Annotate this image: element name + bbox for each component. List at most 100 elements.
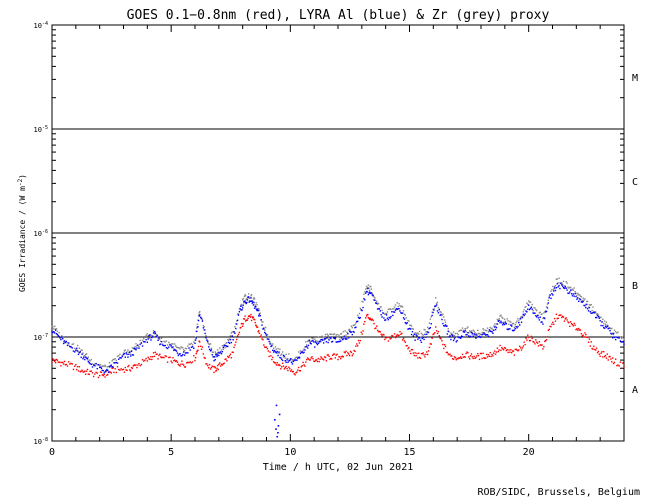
data-point [178, 347, 180, 349]
data-point [126, 369, 128, 372]
data-point [198, 340, 200, 342]
data-point [514, 327, 516, 330]
x-tick-label: 15 [403, 447, 415, 458]
data-point [494, 323, 496, 325]
data-point [522, 313, 525, 316]
data-point [428, 322, 431, 324]
data-point [510, 349, 512, 351]
data-point [392, 308, 394, 310]
data-point [320, 341, 322, 343]
data-point [162, 343, 164, 345]
data-point [349, 350, 352, 353]
data-point [59, 336, 61, 339]
data-point [179, 365, 181, 367]
data-point [612, 332, 615, 335]
data-point [227, 345, 229, 348]
data-point [566, 289, 568, 291]
data-point [316, 343, 319, 346]
data-point [174, 359, 176, 361]
data-point [190, 362, 193, 364]
data-point [265, 334, 268, 336]
data-point [217, 352, 219, 354]
data-point [160, 356, 163, 359]
data-point [199, 345, 202, 347]
data-point [390, 337, 392, 340]
data-point [311, 340, 313, 342]
data-point [237, 333, 240, 336]
data-point [593, 311, 595, 313]
data-point [160, 340, 162, 343]
data-point [468, 336, 471, 338]
data-point [396, 302, 398, 304]
data-point [434, 331, 436, 334]
data-point [73, 347, 76, 350]
data-point [71, 363, 73, 365]
data-point [509, 320, 511, 323]
data-point [599, 316, 601, 319]
data-point [291, 363, 294, 365]
data-point [585, 333, 587, 336]
data-point [283, 368, 286, 370]
data-point [171, 361, 173, 364]
data-point [462, 356, 465, 358]
data-point [124, 349, 126, 351]
data-point [419, 339, 422, 342]
data-point [205, 337, 207, 339]
data-point [460, 329, 463, 332]
data-point [141, 345, 144, 347]
data-point [114, 358, 116, 360]
data-point [618, 337, 620, 339]
data-point [499, 321, 501, 324]
y-axis-label-close: ) [18, 174, 27, 179]
data-point [446, 333, 449, 335]
data-point [269, 351, 271, 353]
y-axis-ticks: 10-810-710-610-510-4 [34, 21, 624, 446]
data-point [355, 345, 357, 347]
data-point [340, 356, 343, 358]
data-point [71, 343, 73, 346]
data-point [512, 322, 515, 325]
data-point [448, 331, 450, 333]
data-point [96, 364, 98, 366]
data-point [462, 331, 465, 333]
data-point [285, 353, 287, 356]
data-point [622, 341, 624, 343]
data-point [174, 349, 177, 351]
data-point [587, 341, 590, 343]
data-point [562, 280, 565, 283]
data-point [428, 346, 431, 349]
data-point [257, 330, 259, 333]
data-point [523, 314, 525, 317]
data-point [209, 343, 212, 345]
data-point [494, 353, 497, 355]
data-point [491, 327, 493, 329]
data-point [116, 366, 119, 368]
data-point [320, 339, 322, 341]
data-point [172, 343, 174, 345]
data-point [513, 326, 516, 328]
data-point [227, 339, 230, 342]
data-point [284, 366, 286, 369]
data-point [581, 335, 583, 337]
data-point [361, 333, 363, 335]
data-point [197, 326, 199, 328]
y-axis-label: GOES Irradiance / (W m-2) [17, 174, 27, 292]
data-point [174, 345, 177, 347]
data-point [394, 309, 397, 311]
data-point [139, 339, 141, 342]
data-point [278, 352, 280, 355]
data-point [169, 344, 171, 346]
data-point [574, 291, 576, 293]
data-point [392, 314, 394, 317]
data-point [254, 321, 256, 324]
data-point [197, 314, 200, 316]
data-point [270, 355, 272, 357]
data-point [230, 357, 233, 359]
data-point [276, 352, 278, 354]
data-point [398, 308, 400, 310]
data-point [321, 357, 323, 359]
data-point [208, 346, 210, 348]
data-point [272, 361, 275, 363]
data-point [73, 351, 76, 353]
data-point [298, 357, 301, 359]
